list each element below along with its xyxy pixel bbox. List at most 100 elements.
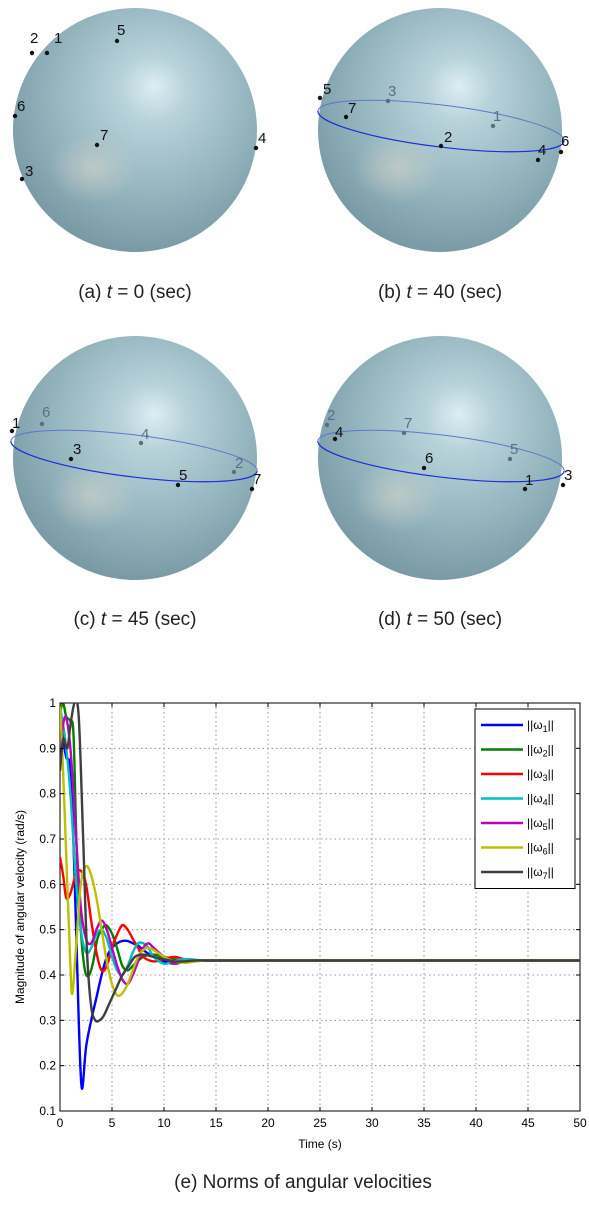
- agent-marker-2: [29, 50, 35, 56]
- agent-label: 4: [141, 426, 149, 443]
- agent-label: 1: [12, 415, 20, 432]
- agent-label: 2: [30, 30, 38, 47]
- circle-back-arc: [317, 429, 565, 472]
- panel-caption: (a) t = 0 (sec): [78, 282, 192, 303]
- circle-front-arc: [10, 440, 258, 483]
- y-tick-label: 0.3: [39, 1013, 56, 1027]
- agent-label: 5: [117, 22, 125, 39]
- circle-front-arc: [317, 110, 565, 153]
- agent-marker-5: [317, 95, 323, 101]
- legend-label: ||ω4||: [527, 792, 554, 808]
- agent-label: 3: [564, 467, 572, 484]
- circle-back-arc: [10, 429, 258, 472]
- x-tick-label: 35: [417, 1116, 431, 1130]
- legend-entry-omega-5: ||ω5||: [481, 816, 554, 832]
- y-tick-label: 0.7: [39, 832, 56, 846]
- agent-marker-1: [490, 123, 496, 129]
- agent-label: 2: [444, 129, 452, 146]
- sphere: [13, 8, 257, 252]
- caption-value: = 40 (sec): [412, 282, 502, 303]
- agent-label: 6: [42, 404, 50, 421]
- agent-marker-1: [9, 428, 15, 434]
- legend-label: ||ω7||: [527, 865, 554, 881]
- agent-label: 7: [348, 100, 356, 117]
- legend-entry-omega-7: ||ω7||: [481, 865, 554, 881]
- agent-label: 5: [179, 467, 187, 484]
- caption-variable: t: [406, 609, 412, 630]
- agent-marker-2: [438, 143, 444, 149]
- caption-value: = 0 (sec): [112, 282, 192, 303]
- legend-label: ||ω2||: [527, 743, 554, 759]
- sphere-panel-2: 1 2 3 4 5 6 7 (b) t = 40 (sec): [317, 8, 569, 303]
- x-tick-label: 45: [521, 1116, 535, 1130]
- agent-label: 3: [388, 83, 396, 100]
- legend-entry-omega-3: ||ω3||: [481, 767, 554, 783]
- sphere-panel-3: 1 2 3 4 5 6 7 (c) t = 45 (sec): [9, 336, 261, 630]
- agent-label: 6: [17, 98, 25, 115]
- agent-marker-3: [560, 482, 566, 488]
- caption-label: (c): [73, 609, 95, 630]
- legend-entry-omega-1: ||ω1||: [481, 718, 554, 734]
- legend-label: ||ω3||: [527, 767, 554, 783]
- caption-variable: t: [107, 282, 113, 303]
- caption-variable: t: [101, 609, 107, 630]
- legend-label: ||ω1||: [527, 718, 554, 734]
- axis-ticks: 0 5 10 15 20 25 30 35 40 45 50 0.1 0.2 0.3 0.4 0.5 0.6 0.…: [39, 696, 587, 1130]
- y-axis-label: Magnitude of angular velocity (rad/s): [13, 810, 27, 1004]
- agent-marker-5: [114, 38, 120, 44]
- agent-marker-4: [138, 440, 144, 446]
- x-tick-label: 10: [157, 1116, 171, 1130]
- caption-value: = 50 (sec): [412, 609, 502, 630]
- agent-marker-3: [68, 456, 74, 462]
- chart-legend: ||ω1|| ||ω2|| ||ω3|| ||ω4|| ||ω5|| ||ω6|| ||ω7…: [474, 708, 576, 889]
- angular-velocity-chart: 0 5 10 15 20 25 30 35 40 45 50 0.1 0.2 0.3 0.4 0.5 0.6 0.…: [13, 696, 587, 1151]
- y-tick-label: 0.4: [39, 968, 56, 982]
- legend-entry-omega-6: ||ω6||: [481, 841, 554, 857]
- agent-marker-6: [421, 465, 427, 471]
- agent-marker-7: [94, 142, 100, 148]
- agent-label: 4: [258, 130, 266, 147]
- y-tick-label: 0.9: [39, 741, 56, 755]
- agent-marker-6: [39, 421, 45, 427]
- circle-front-arc: [317, 440, 565, 483]
- y-tick-label: 0.5: [39, 923, 56, 937]
- circle-back-arc: [317, 99, 565, 142]
- caption-value: = 45 (sec): [106, 609, 196, 630]
- sphere: [318, 8, 562, 252]
- y-tick-label: 0.8: [39, 787, 56, 801]
- agent-marker-3: [19, 176, 25, 182]
- consensus-circle: [317, 429, 565, 483]
- agent-label: 2: [327, 407, 335, 424]
- chart-caption: (e) Norms of angular velocities: [174, 1172, 432, 1193]
- agent-marker-3: [385, 98, 391, 104]
- agent-marker-6: [558, 149, 564, 155]
- agent-marker-1: [522, 486, 528, 492]
- sphere-highlight: [48, 132, 138, 204]
- x-tick-label: 50: [573, 1116, 587, 1130]
- panel-caption: (d) t = 50 (sec): [378, 609, 502, 630]
- consensus-circle: [10, 429, 258, 483]
- agent-label: 4: [335, 424, 343, 441]
- agent-label: 3: [73, 441, 81, 458]
- agent-label: 7: [100, 127, 108, 144]
- legend-label: ||ω6||: [527, 841, 554, 857]
- caption-label: (b): [378, 282, 401, 303]
- panel-caption: (c) t = 45 (sec): [73, 609, 196, 630]
- caption-label: (a): [78, 282, 101, 303]
- sphere: [13, 336, 257, 580]
- agent-marker-1: [44, 50, 50, 56]
- agent-marker-4: [332, 436, 338, 442]
- series-lines: [60, 703, 580, 1090]
- y-tick-label: 0.1: [39, 1104, 56, 1118]
- agent-marker-7: [343, 114, 349, 120]
- agent-label: 1: [54, 30, 62, 47]
- agent-marker-2: [231, 469, 237, 475]
- caption-label: (d): [378, 609, 401, 630]
- agent-label: 6: [425, 450, 433, 467]
- x-tick-label: 25: [313, 1116, 327, 1130]
- agent-label: 5: [323, 81, 331, 98]
- y-tick-label: 1: [49, 696, 56, 710]
- agent-label: 3: [25, 163, 33, 180]
